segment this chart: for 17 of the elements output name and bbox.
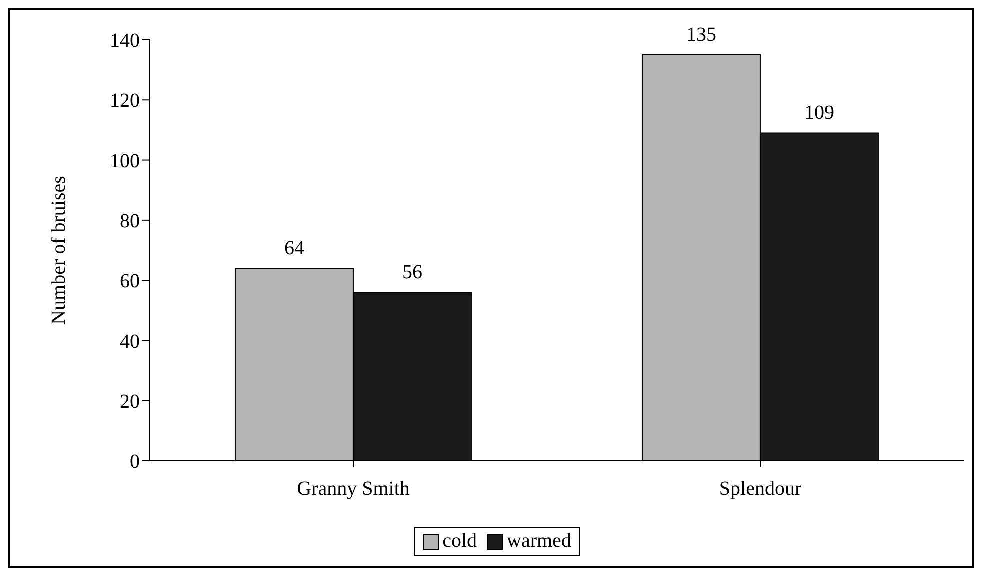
data-label: 56 — [402, 262, 422, 284]
y-tick-label: 20 — [120, 390, 140, 413]
x-tick-label: Granny Smith — [297, 478, 410, 500]
y-tick-label: 40 — [120, 330, 140, 353]
y-tick-label: 120 — [110, 90, 140, 112]
y-tick-label: 0 — [130, 451, 140, 474]
x-tick-label: Splendour — [719, 478, 802, 500]
data-label: 135 — [686, 24, 716, 46]
y-tick-label: 140 — [110, 30, 140, 52]
data-label: 64 — [284, 238, 304, 260]
y-tick-label: 100 — [110, 150, 140, 172]
y-tick-label: 80 — [120, 210, 140, 233]
y-axis-title: Number of bruises — [48, 176, 70, 325]
y-tick-label: 60 — [120, 270, 140, 293]
data-label: 109 — [804, 102, 834, 124]
legend-label: warmed — [506, 530, 572, 553]
legend-label: cold — [442, 530, 477, 553]
